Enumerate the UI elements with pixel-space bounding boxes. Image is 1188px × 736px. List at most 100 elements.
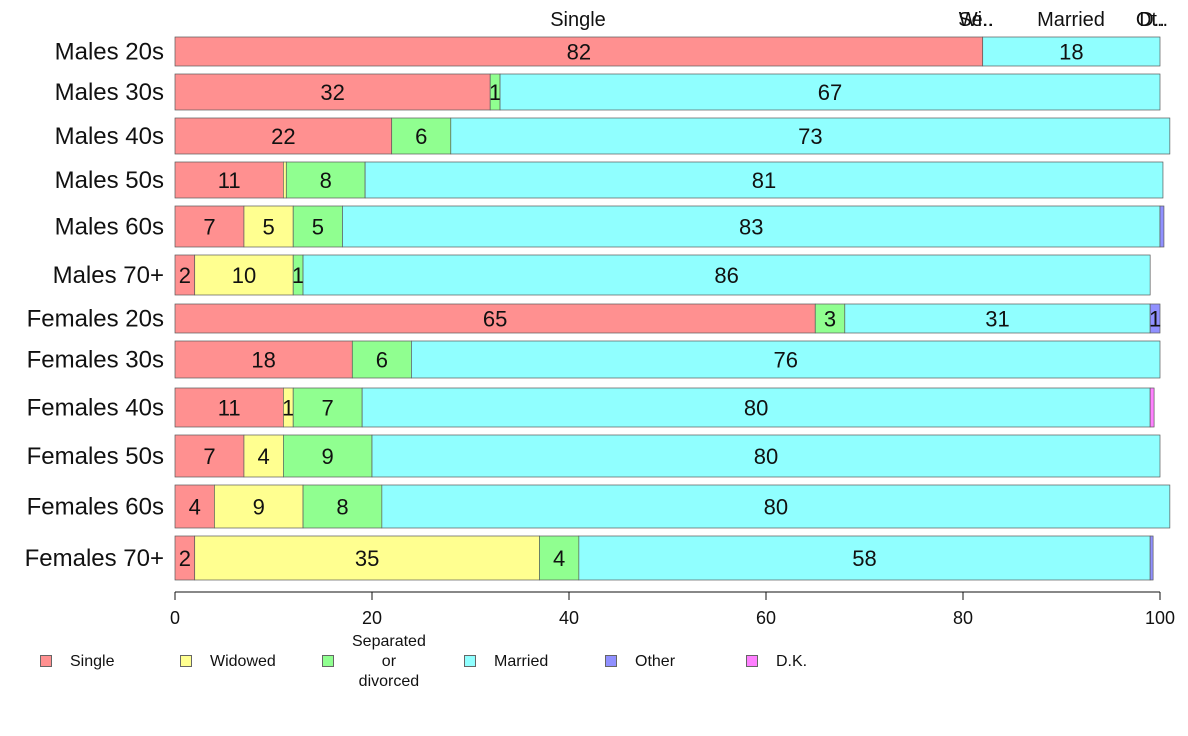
bar-segment — [292, 205, 343, 248]
bar-segment — [302, 254, 1151, 296]
data-label: 80 — [764, 495, 788, 520]
legend-swatch — [464, 655, 476, 667]
data-label: 76 — [773, 348, 797, 373]
bar-segment — [174, 387, 284, 428]
data-label: 8 — [336, 495, 348, 520]
x-tick-label: 20 — [362, 608, 382, 628]
x-tick-label: 60 — [756, 608, 776, 628]
category-label: Females 60s — [27, 494, 164, 521]
bar-segment — [364, 161, 1164, 199]
bar-segment — [844, 303, 1151, 334]
stacked-bar-chart: Single Wi..Se.. Married Ot..D..Males 20s 82 1… — [25, 9, 1175, 628]
data-label: 4 — [189, 495, 201, 520]
data-label: 80 — [754, 444, 778, 469]
category-label: Females 20s — [27, 306, 164, 333]
data-label: 86 — [714, 263, 738, 288]
bar-segment — [391, 117, 452, 155]
x-tick-label: 0 — [170, 608, 180, 628]
bar-segment — [174, 434, 245, 478]
data-label: 4 — [553, 546, 565, 571]
bar-segment — [499, 73, 1161, 111]
data-label: 6 — [376, 348, 388, 373]
bar-segment — [174, 303, 816, 334]
category-label: Males 60s — [55, 214, 164, 241]
data-label: 6 — [415, 124, 427, 149]
data-label: 65 — [483, 307, 507, 332]
data-label: 10 — [232, 263, 256, 288]
data-label: 2 — [179, 546, 191, 571]
bar-segment — [351, 340, 412, 379]
legend-label: Separated or divorced — [352, 633, 426, 690]
legend: Single Widowed Separated or divorced Marrie… — [0, 633, 1188, 700]
data-label: 83 — [739, 215, 763, 240]
data-label: 35 — [355, 546, 379, 571]
legend-swatch — [746, 655, 758, 667]
bar-segment — [174, 36, 984, 67]
data-label: 31 — [985, 307, 1009, 332]
data-label: 3 — [824, 307, 836, 332]
legend-swatch — [322, 655, 334, 667]
legend-swatch — [40, 655, 52, 667]
legend-label: Widowed — [210, 653, 276, 670]
bar-segment — [214, 484, 304, 529]
data-label: 7 — [203, 444, 215, 469]
bar-segment — [283, 434, 373, 478]
data-label: 81 — [752, 168, 776, 193]
bar-segment — [174, 205, 245, 248]
bar-segment — [1149, 387, 1155, 428]
bar-segment — [1159, 205, 1165, 248]
data-label: 18 — [1059, 40, 1083, 65]
data-label: 1 — [282, 396, 294, 421]
category-label: Females 30s — [27, 347, 164, 374]
data-label: 7 — [322, 396, 334, 421]
bar-segment — [381, 484, 1171, 529]
data-label: 5 — [262, 215, 274, 240]
category-label: Males 30s — [55, 79, 164, 106]
legend-label: D.K. — [776, 653, 808, 670]
legend-label: Other — [635, 653, 676, 670]
x-tick-label: 80 — [953, 608, 973, 628]
bar-segment — [450, 117, 1171, 155]
data-label: 67 — [818, 80, 842, 105]
category-label: Males 70+ — [53, 262, 164, 289]
category-label: Males 50s — [55, 167, 164, 194]
bar-segment — [174, 340, 353, 379]
data-label: 1 — [489, 80, 501, 105]
bar-segment — [814, 303, 846, 334]
legend-label: Single — [70, 653, 115, 670]
bar-segment — [194, 535, 540, 581]
category-label: Females 40s — [27, 395, 164, 422]
data-label: 11 — [218, 168, 241, 193]
top-segment-label: D.. — [1139, 9, 1165, 31]
data-label: 5 — [312, 215, 324, 240]
data-label: 9 — [322, 444, 334, 469]
bar-segment — [174, 73, 491, 111]
bar-segment — [194, 254, 294, 296]
data-label: 1 — [1149, 307, 1161, 332]
x-tick-label: 40 — [559, 608, 579, 628]
legend-swatch — [180, 655, 192, 667]
data-label: 73 — [798, 124, 822, 149]
bar-segment — [361, 387, 1151, 428]
top-segment-label: Married — [1037, 9, 1105, 31]
data-label: 58 — [852, 546, 876, 571]
data-label: 80 — [744, 396, 768, 421]
data-label: 7 — [203, 215, 215, 240]
top-segment-label: Ot.. — [1136, 9, 1168, 31]
data-label: 1 — [292, 263, 304, 288]
bar-segment — [283, 161, 287, 199]
bar-segment — [285, 161, 366, 199]
x-tick-label: 100 — [1145, 608, 1175, 628]
data-label: 22 — [271, 124, 295, 149]
bar-segment — [1149, 303, 1161, 334]
bar-segment — [371, 434, 1161, 478]
category-label: Females 70+ — [25, 545, 164, 572]
data-label: 32 — [320, 80, 344, 105]
top-segment-label: Wi.. — [959, 9, 993, 31]
category-label: Females 50s — [27, 443, 164, 470]
bar-segment — [578, 535, 1151, 581]
legend-swatch — [605, 655, 617, 667]
bar-segment — [1149, 535, 1154, 581]
bar-segment — [982, 36, 1161, 67]
data-label: 82 — [567, 40, 591, 65]
